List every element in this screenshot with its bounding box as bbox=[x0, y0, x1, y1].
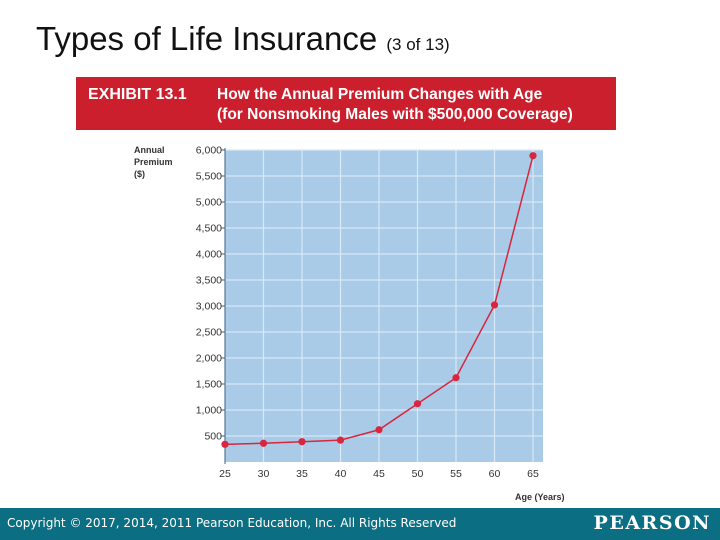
data-point bbox=[336, 436, 345, 444]
y-tick-label: 3,500 bbox=[196, 275, 222, 287]
y-tick-label: 3,000 bbox=[196, 301, 222, 313]
y-tick-label: 6,000 bbox=[196, 145, 222, 157]
data-point bbox=[375, 426, 383, 434]
y-tick-label: 5,500 bbox=[196, 171, 222, 183]
y-axis-label: ($) bbox=[134, 169, 145, 179]
exhibit-heading-line2: (for Nonsmoking Males with $500,000 Cove… bbox=[217, 106, 573, 123]
pearson-logo: PEARSON bbox=[593, 512, 711, 534]
y-tick-label: 5,000 bbox=[196, 197, 222, 209]
data-point bbox=[259, 439, 268, 447]
y-tick-label: 1,500 bbox=[196, 379, 222, 391]
data-point bbox=[413, 400, 422, 408]
exhibit-label: EXHIBIT 13.1 bbox=[88, 86, 187, 103]
x-tick-label: 55 bbox=[450, 468, 462, 480]
x-tick-label: 65 bbox=[527, 468, 539, 480]
exhibit-banner: EXHIBIT 13.1 How the Annual Premium Chan… bbox=[76, 77, 616, 130]
x-tick-label: 60 bbox=[489, 468, 501, 480]
slide-title: Types of Life Insurance (3 of 13) bbox=[36, 20, 450, 58]
x-tick-label: 25 bbox=[219, 468, 231, 480]
data-point bbox=[298, 438, 306, 446]
exhibit-heading-line1: How the Annual Premium Changes with Age bbox=[217, 86, 543, 103]
premium-line-chart: 500 1,000 1,500 2,000 2,500 3,000 3,500 4,000 4,… bbox=[134, 145, 565, 503]
y-tick-label: 4,500 bbox=[196, 223, 222, 235]
slide-title-counter: (3 of 13) bbox=[386, 35, 450, 54]
data-point bbox=[490, 301, 499, 309]
x-tick-label: 35 bbox=[296, 468, 308, 480]
slide-title-text: Types of Life Insurance bbox=[36, 20, 378, 57]
y-tick-label: 2,000 bbox=[196, 353, 222, 365]
y-tick-label: 2,500 bbox=[196, 327, 222, 339]
y-tick-label: 4,000 bbox=[196, 249, 222, 261]
data-point bbox=[452, 374, 460, 382]
x-tick-label: 30 bbox=[258, 468, 270, 480]
x-tick-label: 40 bbox=[335, 468, 347, 480]
data-point bbox=[221, 440, 229, 448]
footer-bar: Copyright © 2017, 2014, 2011 Pearson Edu… bbox=[0, 508, 720, 540]
y-axis-label: Annual bbox=[134, 145, 165, 155]
copyright-text: Copyright © 2017, 2014, 2011 Pearson Edu… bbox=[7, 516, 457, 530]
y-axis-label: Premium bbox=[134, 157, 173, 167]
data-point bbox=[529, 152, 537, 160]
x-tick-label: 45 bbox=[373, 468, 385, 480]
y-tick-label: 1,000 bbox=[196, 405, 222, 417]
x-axis-label: Age (Years) bbox=[515, 492, 565, 502]
y-tick-label: 500 bbox=[204, 431, 222, 443]
x-tick-label: 50 bbox=[412, 468, 424, 480]
